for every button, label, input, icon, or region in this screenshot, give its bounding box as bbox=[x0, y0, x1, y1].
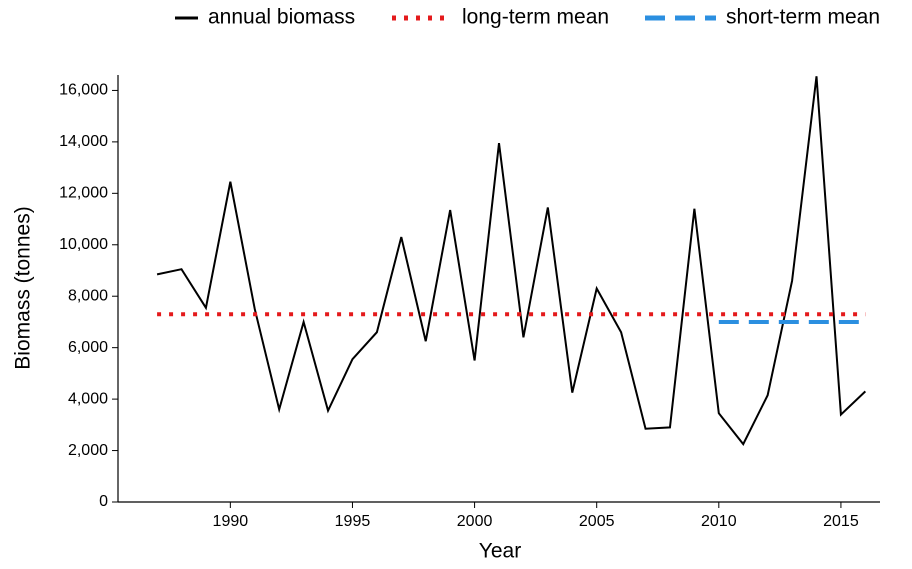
x-tick-label: 2005 bbox=[579, 513, 615, 530]
y-tick-label: 2,000 bbox=[68, 442, 108, 459]
series-line bbox=[156, 76, 867, 446]
y-tick-label: 14,000 bbox=[59, 133, 108, 150]
y-tick-label: 0 bbox=[99, 493, 108, 510]
y-tick-label: 16,000 bbox=[59, 82, 108, 99]
x-tick-label: 2000 bbox=[457, 513, 493, 530]
x-tick-label: 2010 bbox=[701, 513, 737, 530]
legend-label: short-term mean bbox=[726, 6, 880, 29]
legend-label: annual biomass bbox=[208, 6, 355, 29]
y-tick-label: 4,000 bbox=[68, 390, 108, 407]
y-tick-label: 12,000 bbox=[59, 185, 108, 202]
y-tick-label: 8,000 bbox=[68, 287, 108, 304]
legend-label: long-term mean bbox=[462, 6, 609, 29]
y-tick-label: 6,000 bbox=[68, 339, 108, 356]
x-tick-label: 1995 bbox=[335, 513, 371, 530]
y-tick-label: 10,000 bbox=[59, 236, 108, 253]
x-tick-label: 2015 bbox=[823, 513, 859, 530]
y-axis-label: Biomass (tonnes) bbox=[12, 206, 35, 369]
x-axis-label: Year bbox=[479, 540, 521, 563]
x-tick-label: 1990 bbox=[213, 513, 249, 530]
